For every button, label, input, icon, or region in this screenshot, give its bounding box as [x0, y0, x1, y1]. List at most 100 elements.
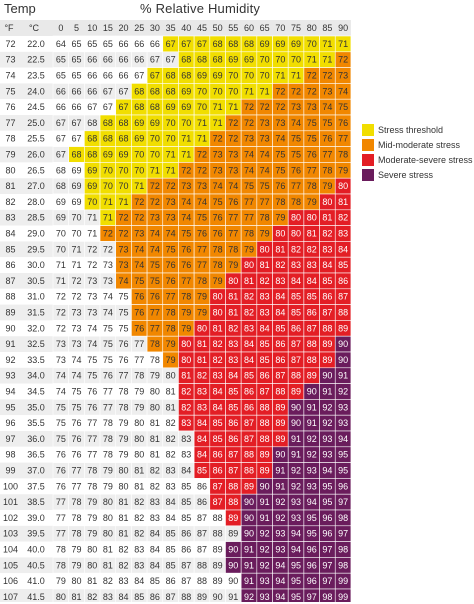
temp-c-label: 26.5 [27, 165, 45, 175]
heat-cell-value: 80 [228, 276, 238, 286]
temp-f-label: 93 [5, 371, 15, 381]
heat-cell-value: 75 [87, 371, 97, 381]
temp-row-bg [0, 589, 53, 602]
heat-cell-value: 87 [275, 371, 285, 381]
heat-cell-value: 74 [150, 244, 160, 254]
heat-cell-value: 82 [213, 355, 223, 365]
heat-cell-value: 72 [213, 134, 223, 144]
temp-f-label: 80 [5, 165, 15, 175]
heat-cell-value: 81 [197, 339, 207, 349]
heat-cell-value: 71 [166, 165, 176, 175]
heat-cell-value: 95 [322, 497, 332, 507]
heat-cell-value: 90 [291, 402, 301, 412]
legend-label-severe: Severe stress [378, 169, 434, 180]
heat-cell-value: 85 [260, 355, 270, 365]
heat-cell-value: 66 [103, 55, 113, 65]
heat-cell-value: 70 [166, 118, 176, 128]
heat-cell-value: 78 [213, 244, 223, 254]
temp-f-label: 106 [3, 576, 18, 586]
temp-row-bg [0, 225, 53, 242]
heat-cell-value: 88 [181, 592, 191, 602]
heat-stress-chart: °F °C 0 5 10 15 20 25 30 35 40 45 50 55 60 65 70 75 80 85 90… [0, 20, 352, 602]
heat-cell-value: 74 [134, 260, 144, 270]
heat-cell-value: 75 [275, 150, 285, 160]
temp-row-bg [0, 273, 53, 289]
heat-cell-value: 82 [134, 529, 144, 539]
heat-cell-value: 92 [307, 450, 317, 460]
heat-cell-value: 73 [213, 165, 223, 175]
heat-cell-value: 74 [87, 323, 97, 333]
heat-cell-value: 76 [291, 165, 301, 175]
heat-cell-value: 70 [166, 134, 176, 144]
heat-cell-value: 68 [181, 71, 191, 81]
heat-cell-value: 88 [213, 513, 223, 523]
heat-cell-value: 79 [244, 244, 254, 254]
heat-cell-value: 69 [291, 39, 301, 49]
temp-f-label: 95 [5, 402, 15, 412]
humidity-header: % Relative Humidity [140, 1, 261, 16]
heat-cell-value: 84 [197, 434, 207, 444]
heat-cell-value: 65 [72, 71, 82, 81]
heat-cell-value: 76 [134, 292, 144, 302]
heat-cell-value: 70 [150, 134, 160, 144]
heat-cell-value: 67 [72, 134, 82, 144]
temp-row-bg [0, 257, 53, 273]
heat-cell-value: 94 [338, 434, 348, 444]
heat-cell-value: 85 [181, 497, 191, 507]
heat-cell-value: 72 [307, 71, 317, 81]
heat-cell-value: 68 [134, 86, 144, 96]
heat-cell-value: 78 [275, 197, 285, 207]
heat-cell-value: 95 [291, 560, 301, 570]
temp-c-label: 34.0 [27, 371, 45, 381]
temp-f-label: 88 [5, 292, 15, 302]
heat-cell-value: 70 [150, 150, 160, 160]
heat-cell-value: 91 [275, 466, 285, 476]
heat-cell-value: 74 [291, 118, 301, 128]
heat-cell-value: 81 [103, 545, 113, 555]
heat-cell-value: 69 [56, 197, 66, 207]
heat-cell-value: 81 [150, 418, 160, 428]
temp-c-label: 39.0 [27, 513, 45, 523]
heat-cell-value: 69 [134, 134, 144, 144]
heat-cell-value: 93 [307, 481, 317, 491]
heat-cell-value: 85 [291, 308, 301, 318]
heat-cell-value: 71 [291, 71, 301, 81]
heat-cell-value: 84 [260, 323, 270, 333]
heat-cell-value: 81 [244, 276, 254, 286]
heat-cell-value: 77 [244, 213, 254, 223]
heat-cell-value: 79 [119, 434, 129, 444]
heat-cell-value: 95 [307, 513, 317, 523]
temp-row-bg [0, 146, 53, 163]
heat-cell-value: 67 [181, 39, 191, 49]
heat-cell-value: 79 [181, 323, 191, 333]
heat-cell-value: 91 [260, 497, 270, 507]
heat-cell-value: 73 [197, 181, 207, 191]
heat-cell-value: 81 [87, 576, 97, 586]
heat-cell-value: 85 [244, 371, 254, 381]
temp-c-label: 29.5 [27, 244, 45, 254]
heat-cell-value: 80 [260, 244, 270, 254]
heat-cell-value: 71 [134, 181, 144, 191]
heat-cell-value: 71 [87, 213, 97, 223]
heat-cell-value: 83 [322, 244, 332, 254]
heat-cell-value: 77 [56, 513, 66, 523]
heat-cell-value: 69 [72, 181, 82, 191]
heat-cell-value: 85 [228, 387, 238, 397]
heat-cell-value: 93 [307, 466, 317, 476]
heat-cell-value: 78 [87, 466, 97, 476]
heat-cell-value: 75 [119, 292, 129, 302]
heat-cell-value: 69 [244, 55, 254, 65]
temp-f-label: 83 [5, 213, 15, 223]
heat-cell-value: 85 [260, 339, 270, 349]
legend-label-mid: Mid-moderate stress [378, 139, 461, 150]
heat-cell-value: 90 [244, 529, 254, 539]
heat-cell-value: 70 [197, 86, 207, 96]
humidity-col-label: 50 [213, 23, 223, 33]
heat-cell-value: 78 [119, 402, 129, 412]
heat-cell-value: 95 [291, 576, 301, 586]
heat-cell-value: 82 [228, 323, 238, 333]
heat-cell-value: 78 [181, 292, 191, 302]
heat-cell-value: 69 [275, 39, 285, 49]
heat-cell-value: 86 [197, 481, 207, 491]
heat-cell-value: 80 [291, 229, 301, 239]
